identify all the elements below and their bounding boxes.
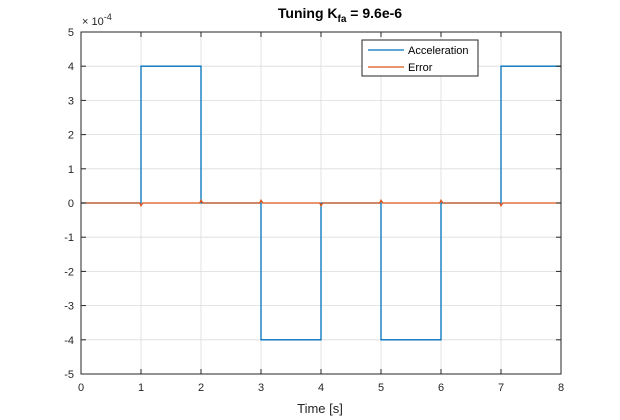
series-layer [81, 65, 561, 341]
x-tick-label: 1 [138, 382, 144, 394]
x-tick-label: 6 [438, 382, 444, 394]
x-axis-label: Time [s] [297, 401, 343, 416]
y-axis-exponent: × 10-4 [82, 12, 112, 28]
legend-box [361, 39, 479, 77]
legend-label-acceleration: Acceleration [408, 45, 469, 57]
title-subscript: fa [338, 14, 347, 25]
y-tick-label: 5 [68, 27, 74, 39]
x-tick-label: 0 [78, 382, 84, 394]
x-tick-label: 7 [498, 382, 504, 394]
y-exponent-base: × 10 [82, 16, 104, 28]
x-tick-label: 2 [198, 382, 204, 394]
y-tick-label: -4 [64, 335, 74, 347]
y-tick-label: 3 [68, 95, 74, 107]
y-tick-label: 4 [68, 61, 74, 73]
legend-label-error: Error [408, 62, 433, 74]
y-tick-label: 2 [68, 130, 74, 142]
x-tick-label: 8 [558, 382, 564, 394]
x-tick-label: 4 [318, 382, 324, 394]
y-exponent-power: -4 [104, 12, 112, 22]
y-tick-label: 0 [68, 198, 74, 210]
series-line-error [81, 198, 561, 208]
x-tick-label: 3 [258, 382, 264, 394]
y-tick-label: -5 [64, 369, 74, 381]
chart-title: Tuning Kfa = 9.6e-6 [278, 5, 402, 25]
title-main: Tuning K [278, 5, 338, 21]
ticks: 0 1 2 3 4 5 6 7 8 -5 -4 -3 -2 -1 0 1 2 3 4 5 [64, 27, 564, 394]
x-tick-label: 5 [378, 382, 384, 394]
y-tick-label: 1 [68, 164, 74, 176]
y-tick-label: -1 [64, 232, 74, 244]
title-suffix: = 9.6e-6 [346, 5, 402, 21]
y-tick-label: -2 [64, 266, 74, 278]
y-tick-label: -3 [64, 301, 74, 313]
legend: Acceleration Error [361, 39, 479, 77]
